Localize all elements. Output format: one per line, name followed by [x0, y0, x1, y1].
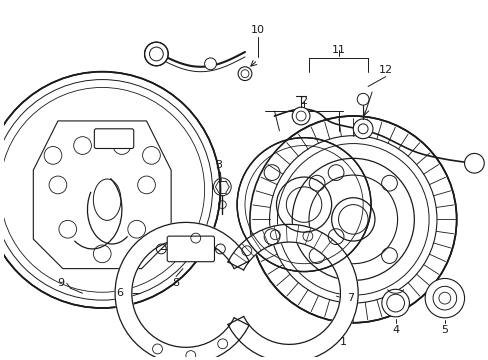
Circle shape	[144, 42, 168, 66]
FancyBboxPatch shape	[94, 129, 133, 148]
Circle shape	[249, 116, 456, 323]
Circle shape	[237, 138, 370, 271]
Circle shape	[238, 67, 251, 81]
Circle shape	[381, 289, 408, 317]
Text: 11: 11	[331, 45, 345, 55]
Text: 3: 3	[214, 160, 222, 170]
Circle shape	[292, 107, 309, 125]
Text: 7: 7	[346, 293, 353, 303]
Text: 1: 1	[339, 337, 346, 347]
Circle shape	[464, 153, 483, 173]
Polygon shape	[33, 121, 171, 269]
Circle shape	[0, 72, 220, 308]
Circle shape	[357, 93, 368, 105]
Circle shape	[424, 278, 464, 318]
Circle shape	[204, 58, 216, 70]
Circle shape	[352, 119, 372, 139]
Text: 6: 6	[116, 288, 123, 298]
Polygon shape	[227, 224, 357, 360]
Text: 8: 8	[172, 278, 179, 288]
Text: 12: 12	[378, 65, 392, 75]
Text: 9: 9	[57, 278, 64, 288]
Text: 5: 5	[441, 325, 447, 335]
Text: 4: 4	[391, 325, 398, 335]
FancyBboxPatch shape	[167, 236, 214, 262]
Ellipse shape	[93, 179, 121, 220]
Polygon shape	[115, 222, 248, 360]
Text: 10: 10	[250, 25, 264, 35]
Text: 2: 2	[300, 96, 307, 106]
